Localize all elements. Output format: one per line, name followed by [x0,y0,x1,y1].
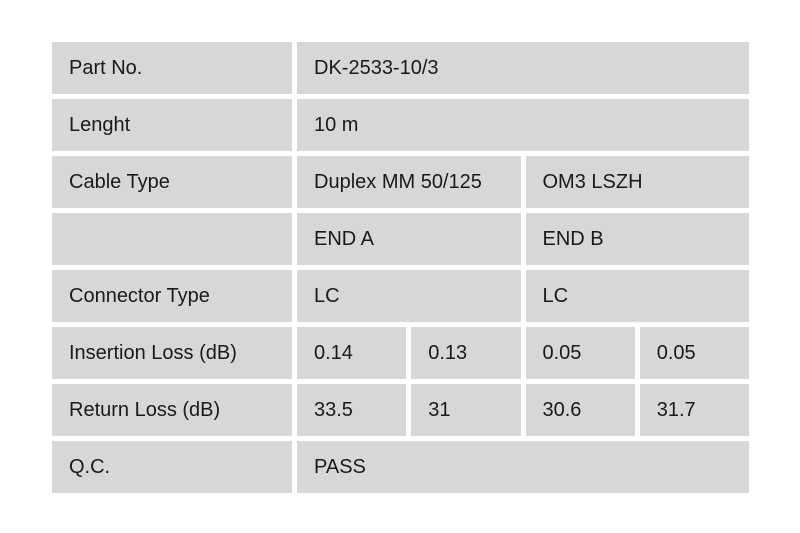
table-row: Lenght 10 m [52,99,749,151]
return-loss-label: Return Loss (dB) [52,384,292,436]
insertion-loss-end-a-fiber-2: 0.13 [411,327,521,379]
table-row: Part No. DK-2533-10/3 [52,42,749,94]
return-loss-end-b-fiber-2: 31.7 [639,384,749,436]
table-row: Cable Type Duplex MM 50/125 OM3 LSZH [52,156,749,208]
qc-value: PASS [297,441,749,493]
insertion-loss-end-b-fiber-2: 0.05 [639,327,749,379]
return-loss-end-a-fiber-2: 31 [411,384,521,436]
return-loss-end-a-fiber-1: 33.5 [297,384,407,436]
table-row: Insertion Loss (dB) 0.14 0.13 0.05 0.05 [52,327,749,379]
insertion-loss-label: Insertion Loss (dB) [52,327,292,379]
connector-type-end-b: LC [525,270,749,322]
cable-type-label: Cable Type [52,156,292,208]
length-label: Lenght [52,99,292,151]
table-row: Connector Type LC LC [52,270,749,322]
cable-type-value-2: OM3 LSZH [525,156,749,208]
insertion-loss-end-b-fiber-1: 0.05 [525,327,635,379]
connector-type-end-a: LC [297,270,521,322]
length-value: 10 m [297,99,749,151]
cable-type-value-1: Duplex MM 50/125 [297,156,521,208]
connector-type-label: Connector Type [52,270,292,322]
part-no-label: Part No. [52,42,292,94]
ends-header-empty-cell [52,213,292,265]
spec-table: Part No. DK-2533-10/3 Lenght 10 m Cable … [52,42,749,493]
insertion-loss-end-a-fiber-1: 0.14 [297,327,407,379]
end-a-header: END A [297,213,521,265]
return-loss-end-b-fiber-1: 30.6 [525,384,635,436]
part-no-value: DK-2533-10/3 [297,42,749,94]
table-row: Return Loss (dB) 33.5 31 30.6 31.7 [52,384,749,436]
table-row: END A END B [52,213,749,265]
table-row: Q.C. PASS [52,441,749,493]
end-b-header: END B [525,213,749,265]
qc-label: Q.C. [52,441,292,493]
